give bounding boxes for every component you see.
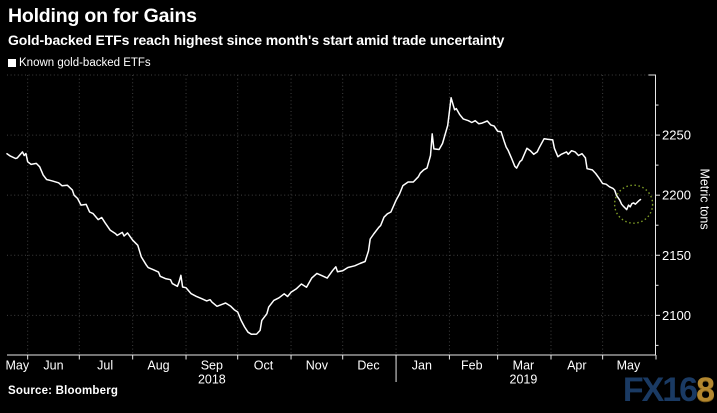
x-tick-label: Nov bbox=[306, 359, 329, 373]
legend: Known gold-backed ETFs bbox=[8, 57, 151, 69]
brand-logo: FX168 bbox=[622, 371, 715, 409]
source-label: Source: Bloomberg bbox=[8, 385, 119, 397]
y-axis-title: Metric tons bbox=[698, 168, 712, 229]
x-tick-label: Oct bbox=[254, 359, 274, 373]
x-tick-label: May bbox=[617, 359, 641, 373]
x-tick-label: Sep bbox=[201, 359, 223, 373]
x-tick-label: Jul bbox=[97, 359, 113, 373]
x-tick-label: Mar bbox=[513, 359, 535, 373]
x-tick-label: Aug bbox=[147, 359, 169, 373]
x-tick-label: Jan bbox=[412, 359, 432, 373]
legend-square-icon bbox=[8, 59, 16, 67]
logo-text-blue: FX16 bbox=[622, 371, 698, 409]
year-label: 2019 bbox=[510, 373, 538, 387]
x-tick-label: May bbox=[6, 359, 30, 373]
y-tick-label: 2150 bbox=[662, 248, 691, 263]
x-tick-label: Jun bbox=[43, 359, 63, 373]
y-tick-label: 2250 bbox=[662, 128, 691, 143]
x-tick-label: Apr bbox=[567, 359, 586, 373]
y-tick-label: 2100 bbox=[662, 308, 691, 323]
y-tick-label: 2200 bbox=[662, 188, 691, 203]
x-tick-label: Dec bbox=[357, 359, 379, 373]
logo-text-gold: 8 bbox=[696, 371, 715, 409]
page-title: Holding on for Gains bbox=[8, 5, 197, 27]
annotation-circle bbox=[613, 184, 654, 224]
series-line bbox=[6, 97, 642, 336]
legend-label: Known gold-backed ETFs bbox=[19, 57, 151, 69]
x-tick-label: Feb bbox=[461, 359, 483, 373]
year-label: 2018 bbox=[198, 373, 226, 387]
page-subtitle: Gold-backed ETFs reach highest since mon… bbox=[8, 32, 505, 48]
